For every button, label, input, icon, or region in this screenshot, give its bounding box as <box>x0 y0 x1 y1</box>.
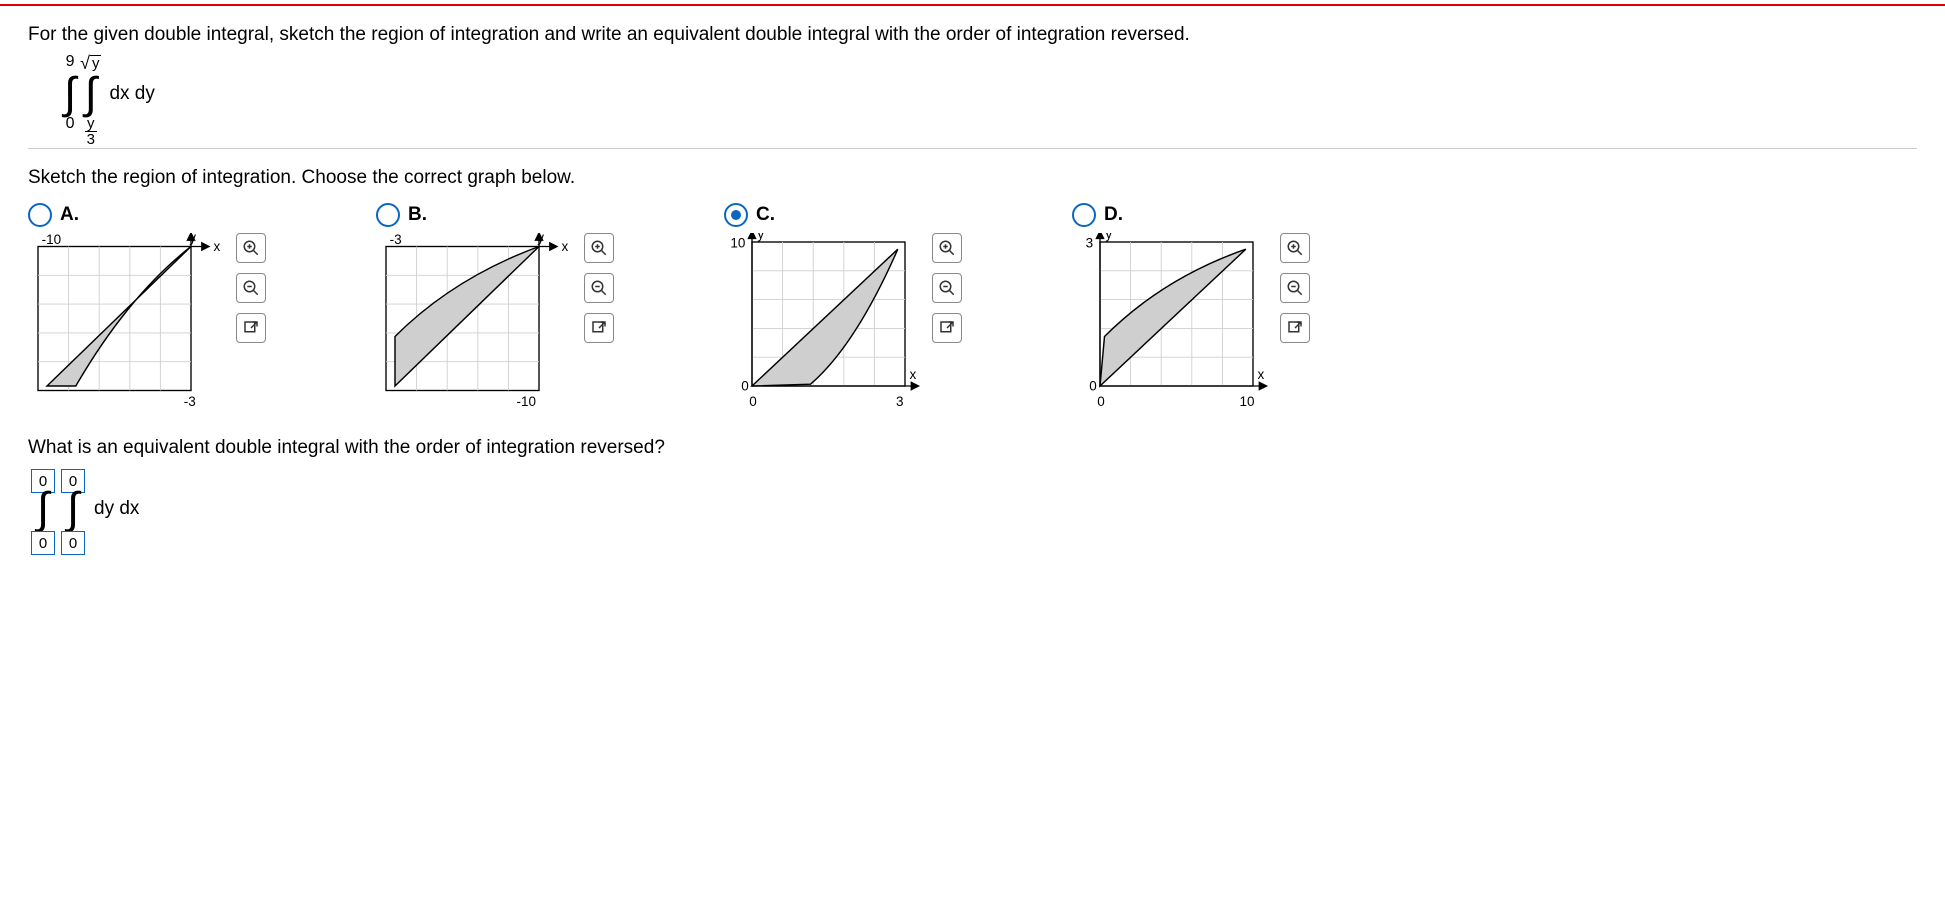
svg-text:x: x <box>910 367 917 382</box>
svg-text:y: y <box>757 233 764 241</box>
option-c-label: C. <box>756 204 775 226</box>
option-c: C. <box>724 203 962 413</box>
svg-text:y: y <box>537 233 544 245</box>
svg-text:x: x <box>214 239 221 254</box>
zoom-out-icon[interactable] <box>584 273 614 303</box>
option-a-radio[interactable] <box>28 203 52 227</box>
option-a: A. <box>28 203 266 413</box>
given-integral: 9 ∫ 0 √y ∫ y 3 dx dy <box>62 54 1917 134</box>
zoom-out-icon[interactable] <box>1280 273 1310 303</box>
zoom-in-icon[interactable] <box>236 233 266 263</box>
option-c-graph: 10 0 0 3 y x <box>724 233 924 413</box>
zoom-in-icon[interactable] <box>1280 233 1310 263</box>
question-prompt: For the given double integral, sketch th… <box>28 24 1917 46</box>
option-b-radio[interactable] <box>376 203 400 227</box>
option-d-label: D. <box>1104 204 1123 226</box>
svg-text:3: 3 <box>896 394 904 409</box>
answer-inner-lower-input[interactable] <box>61 531 85 555</box>
answer-integral: ∫ ∫ dy dx <box>28 469 1917 549</box>
svg-text:-10: -10 <box>42 233 62 247</box>
answer-inner-integral: ∫ <box>60 469 86 549</box>
zoom-in-icon[interactable] <box>584 233 614 263</box>
popout-icon[interactable] <box>584 313 614 343</box>
outer-integral: 9 ∫ 0 <box>64 54 76 134</box>
option-b-label: B. <box>408 204 427 226</box>
option-b: B. <box>376 203 614 413</box>
answer-outer-lower-input[interactable] <box>31 531 55 555</box>
reversed-integral-prompt: What is an equivalent double integral wi… <box>28 437 1917 459</box>
svg-text:y: y <box>1105 233 1112 241</box>
inner-integral: √y ∫ y 3 <box>80 54 101 134</box>
svg-text:-3: -3 <box>390 233 402 247</box>
zoom-out-icon[interactable] <box>932 273 962 303</box>
sketch-prompt: Sketch the region of integration. Choose… <box>28 167 1917 189</box>
svg-text:3: 3 <box>1086 235 1094 250</box>
answer-outer-integral: ∫ <box>30 469 56 549</box>
svg-text:10: 10 <box>1240 394 1255 409</box>
option-d-radio[interactable] <box>1072 203 1096 227</box>
answer-differentials: dy dx <box>94 498 139 520</box>
option-b-graph: -3 -10 y x <box>376 233 576 413</box>
option-c-radio[interactable] <box>724 203 748 227</box>
svg-text:10: 10 <box>730 235 745 250</box>
option-a-label: A. <box>60 204 79 226</box>
svg-text:-10: -10 <box>517 394 537 409</box>
popout-icon[interactable] <box>932 313 962 343</box>
svg-text:-3: -3 <box>184 394 196 409</box>
svg-text:0: 0 <box>741 379 749 394</box>
svg-text:x: x <box>1258 367 1265 382</box>
svg-text:y: y <box>189 233 196 245</box>
zoom-in-icon[interactable] <box>932 233 962 263</box>
popout-icon[interactable] <box>1280 313 1310 343</box>
option-d-graph: 3 0 0 10 y x <box>1072 233 1272 413</box>
popout-icon[interactable] <box>236 313 266 343</box>
differentials: dx dy <box>109 83 154 105</box>
zoom-out-icon[interactable] <box>236 273 266 303</box>
svg-text:0: 0 <box>749 394 757 409</box>
svg-text:x: x <box>562 239 569 254</box>
option-d: D. <box>1072 203 1310 413</box>
svg-text:0: 0 <box>1089 379 1097 394</box>
svg-text:0: 0 <box>1097 394 1105 409</box>
option-a-graph: -10 -3 y x <box>28 233 228 413</box>
